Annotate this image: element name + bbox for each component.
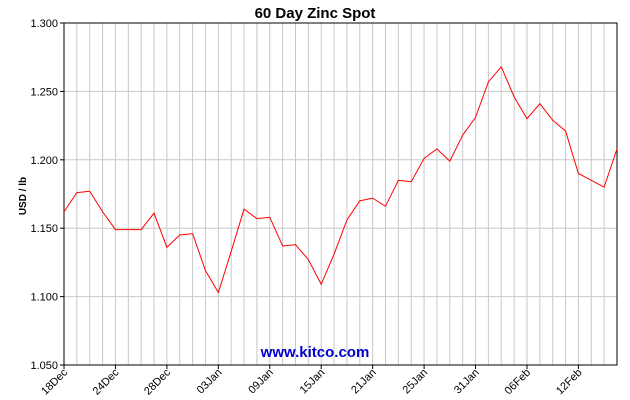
series-layer <box>63 65 618 294</box>
y-tick-label: 1.250 <box>30 86 58 98</box>
y-tick-label: 1.050 <box>30 360 58 372</box>
y-tick-label: 1.150 <box>30 223 58 235</box>
plot-area <box>63 22 618 366</box>
x-tick-label: 06Feb <box>503 367 534 398</box>
x-tick-label: 28Dec <box>142 366 173 397</box>
x-tick-label: 25Jan <box>401 367 431 397</box>
x-tick-label: 09Jan <box>246 367 276 397</box>
x-tick-label: 12Feb <box>554 367 585 398</box>
y-axis-label: USD / lb <box>18 177 29 215</box>
x-tick-label: 31Jan <box>452 367 482 397</box>
kitco-watermark: www.kitco.com <box>260 344 370 361</box>
y-tick-label: 1.200 <box>30 155 58 167</box>
y-tick-label: 1.100 <box>30 292 58 304</box>
y-tick-label: 1.300 <box>30 18 58 30</box>
x-tick-label: 24Dec <box>91 366 122 397</box>
x-tick-label: 21Jan <box>349 367 379 397</box>
zinc-price-line <box>63 65 618 294</box>
x-tick-label: 15Jan <box>298 367 328 397</box>
grid-lines <box>64 23 617 365</box>
x-tick-label: 03Jan <box>195 367 225 397</box>
chart-title: 60 Day Zinc Spot <box>255 5 376 22</box>
